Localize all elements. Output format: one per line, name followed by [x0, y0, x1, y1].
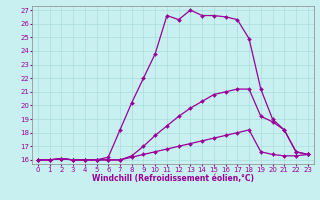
X-axis label: Windchill (Refroidissement éolien,°C): Windchill (Refroidissement éolien,°C)	[92, 174, 254, 183]
